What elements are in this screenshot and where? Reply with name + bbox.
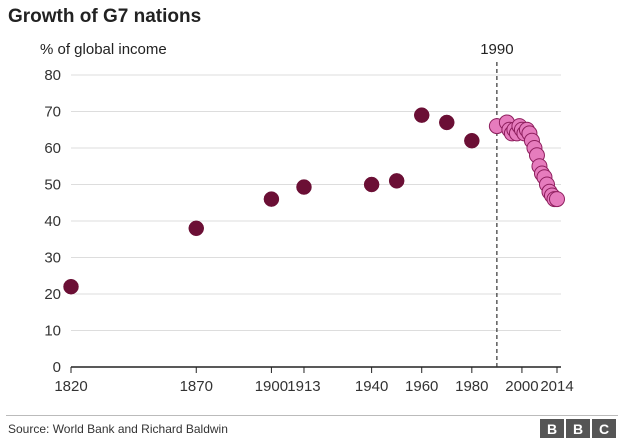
data-point-historical — [296, 179, 312, 195]
data-points — [63, 107, 565, 295]
data-point-historical — [439, 114, 455, 131]
logo-letter: B — [566, 419, 590, 438]
footer-divider — [6, 415, 618, 416]
x-tick-label: 1900 — [255, 378, 288, 395]
bbc-logo: B B C — [540, 419, 616, 438]
x-tick-label: 1913 — [287, 378, 320, 395]
x-tick-label: 1820 — [54, 378, 87, 395]
y-tick-label: 60 — [44, 140, 61, 157]
logo-letter: C — [592, 419, 616, 438]
y-tick-label: 20 — [44, 286, 61, 303]
x-tick-label: 1940 — [355, 378, 388, 395]
y-tick-label: 40 — [44, 213, 61, 230]
data-point-historical — [263, 191, 280, 207]
data-point-historical — [188, 220, 205, 237]
x-tick-label: 1960 — [405, 378, 438, 395]
data-point-historical — [413, 107, 430, 123]
y-tick-label: 30 — [44, 250, 61, 267]
source-note: Source: World Bank and Richard Baldwin — [8, 422, 228, 436]
x-tick-label: 2000 — [505, 378, 538, 395]
y-tick-label: 70 — [44, 104, 61, 121]
data-point-post-1990 — [549, 191, 565, 208]
annotation-label: 1990 — [480, 41, 513, 58]
y-tick-label: 10 — [44, 323, 61, 340]
gridlines — [71, 74, 561, 331]
x-tick-label: 1980 — [455, 378, 488, 395]
data-point-historical — [464, 132, 480, 149]
data-point-historical — [388, 173, 405, 189]
annotation-1990: 1990 — [480, 41, 514, 367]
chart-title: Growth of G7 nations — [8, 6, 202, 27]
x-tick-label: 1870 — [180, 378, 213, 395]
y-axis-ticks: 0 10 20 30 40 50 60 70 80 — [44, 67, 61, 376]
x-tick-label: 2014 — [540, 378, 573, 395]
x-axis: 1820 1870 1900 1913 1940 1960 1980 2000 2014 — [54, 366, 574, 395]
data-point-historical — [63, 278, 79, 295]
y-axis-label: % of global income — [40, 41, 167, 58]
y-tick-label: 50 — [44, 177, 61, 194]
y-tick-label: 0 — [53, 359, 61, 376]
data-point-historical — [363, 176, 380, 193]
y-tick-label: 80 — [44, 67, 61, 84]
logo-letter: B — [540, 419, 564, 438]
